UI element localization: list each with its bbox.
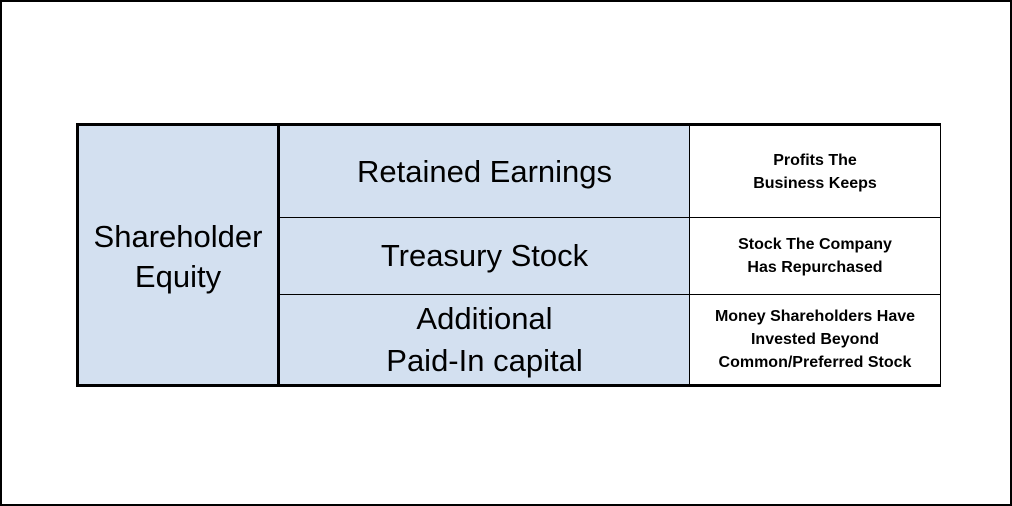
retained-earnings-description-cell: Profits The Business Keeps (689, 123, 941, 218)
shareholder-equity-label: Shareholder Equity (93, 219, 263, 294)
additional-paid-in-capital-description: Money Shareholders Have Invested Beyond … (714, 308, 916, 371)
treasury-stock-description-cell: Stock The Company Has Repurchased (689, 218, 941, 295)
treasury-stock-label: Treasury Stock (380, 238, 589, 273)
additional-paid-in-capital-description-cell: Money Shareholders Have Invested Beyond … (689, 295, 941, 387)
retained-earnings-cell: Retained Earnings (280, 123, 689, 218)
treasury-stock-description: Stock The Company Has Repurchased (738, 236, 892, 276)
additional-paid-in-capital-cell: Additional Paid-In capital (280, 295, 689, 387)
retained-earnings-label: Retained Earnings (356, 153, 613, 189)
shareholder-equity-cell: Shareholder Equity (76, 123, 280, 387)
shareholder-equity-table: Shareholder Equity Retained Earnings Pro… (76, 123, 941, 387)
additional-paid-in-capital-label: Additional Paid-In capital (386, 300, 583, 378)
treasury-stock-cell: Treasury Stock (280, 218, 689, 295)
retained-earnings-description: Profits The Business Keeps (753, 151, 877, 192)
